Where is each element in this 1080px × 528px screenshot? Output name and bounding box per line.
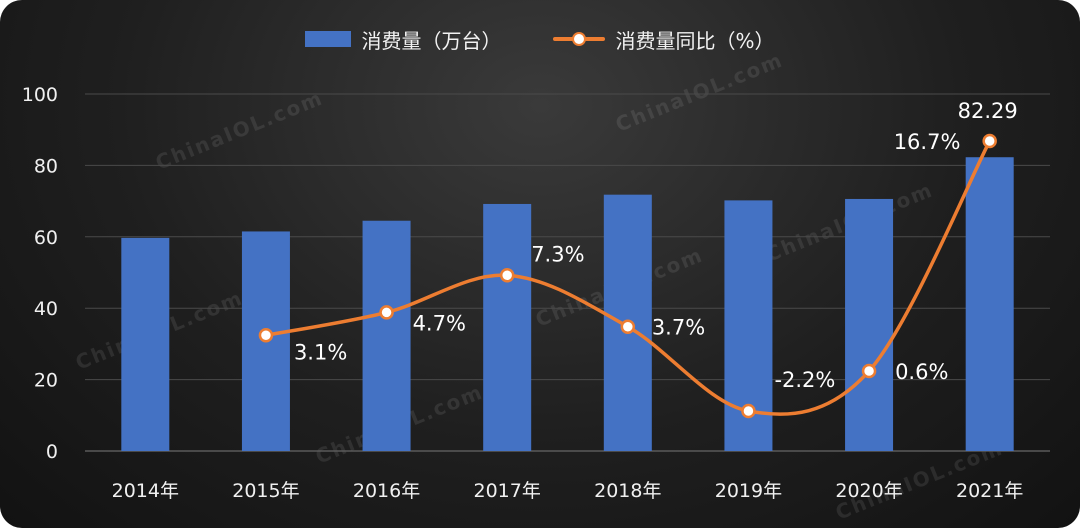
bar — [845, 198, 894, 451]
bar — [362, 220, 411, 451]
x-tick-label: 2017年 — [474, 480, 541, 502]
line-marker — [741, 403, 756, 419]
line-marker — [258, 328, 274, 343]
y-tick-label: 20 — [34, 370, 58, 392]
line-marker — [982, 133, 997, 149]
bar-layer — [121, 157, 1014, 451]
x-tick-label: 2020年 — [835, 480, 902, 502]
label-layer: 2014年 2015年 2016年 2017年 2018年 2019年 2020年 2021年… — [112, 99, 1024, 502]
bar — [483, 203, 532, 451]
y-tick-label: 0 — [46, 441, 58, 463]
y-tick-label: 40 — [34, 298, 58, 320]
x-tick-label: 2015年 — [232, 480, 299, 502]
legend-item-line: 消费量同比（%） — [553, 25, 775, 54]
x-tick-label: 2016年 — [353, 480, 420, 502]
line-marker — [620, 319, 636, 334]
line-marker — [379, 305, 394, 320]
line-marker — [499, 268, 515, 283]
line-marker — [861, 363, 877, 379]
x-tick-label: 2021年 — [956, 480, 1023, 502]
y-tick-label: 60 — [34, 227, 58, 249]
line-data-label: 3.1% — [294, 340, 347, 364]
line-data-label: 4.7% — [413, 311, 466, 335]
x-tick-label: 2018年 — [594, 480, 661, 502]
line-data-label: 16.7% — [894, 130, 961, 154]
legend-line-swatch — [553, 32, 606, 46]
legend-bar-label: 消费量（万台） — [361, 28, 502, 53]
bar — [965, 157, 1014, 451]
y-tick-label: 100 — [22, 84, 58, 106]
y-tick-label: 80 — [34, 155, 58, 177]
line-data-label: 0.6% — [895, 360, 948, 384]
x-tick-label: 2014年 — [112, 480, 179, 502]
line-layer — [258, 133, 997, 419]
legend-line-label: 消费量同比（%） — [615, 28, 775, 53]
legend-bar-swatch — [305, 31, 352, 47]
line-data-label: -2.2% — [774, 368, 835, 392]
bar — [121, 237, 170, 451]
line-data-label: 3.7% — [652, 316, 705, 340]
x-tick-label: 2019年 — [715, 480, 782, 502]
legend-item-bar: 消费量（万台） — [305, 25, 501, 54]
line-data-label: 7.3% — [531, 242, 584, 266]
bar-data-label: 82.29 — [958, 99, 1018, 123]
chart-legend: 消费量（万台） 消费量同比（%） — [0, 24, 1080, 54]
